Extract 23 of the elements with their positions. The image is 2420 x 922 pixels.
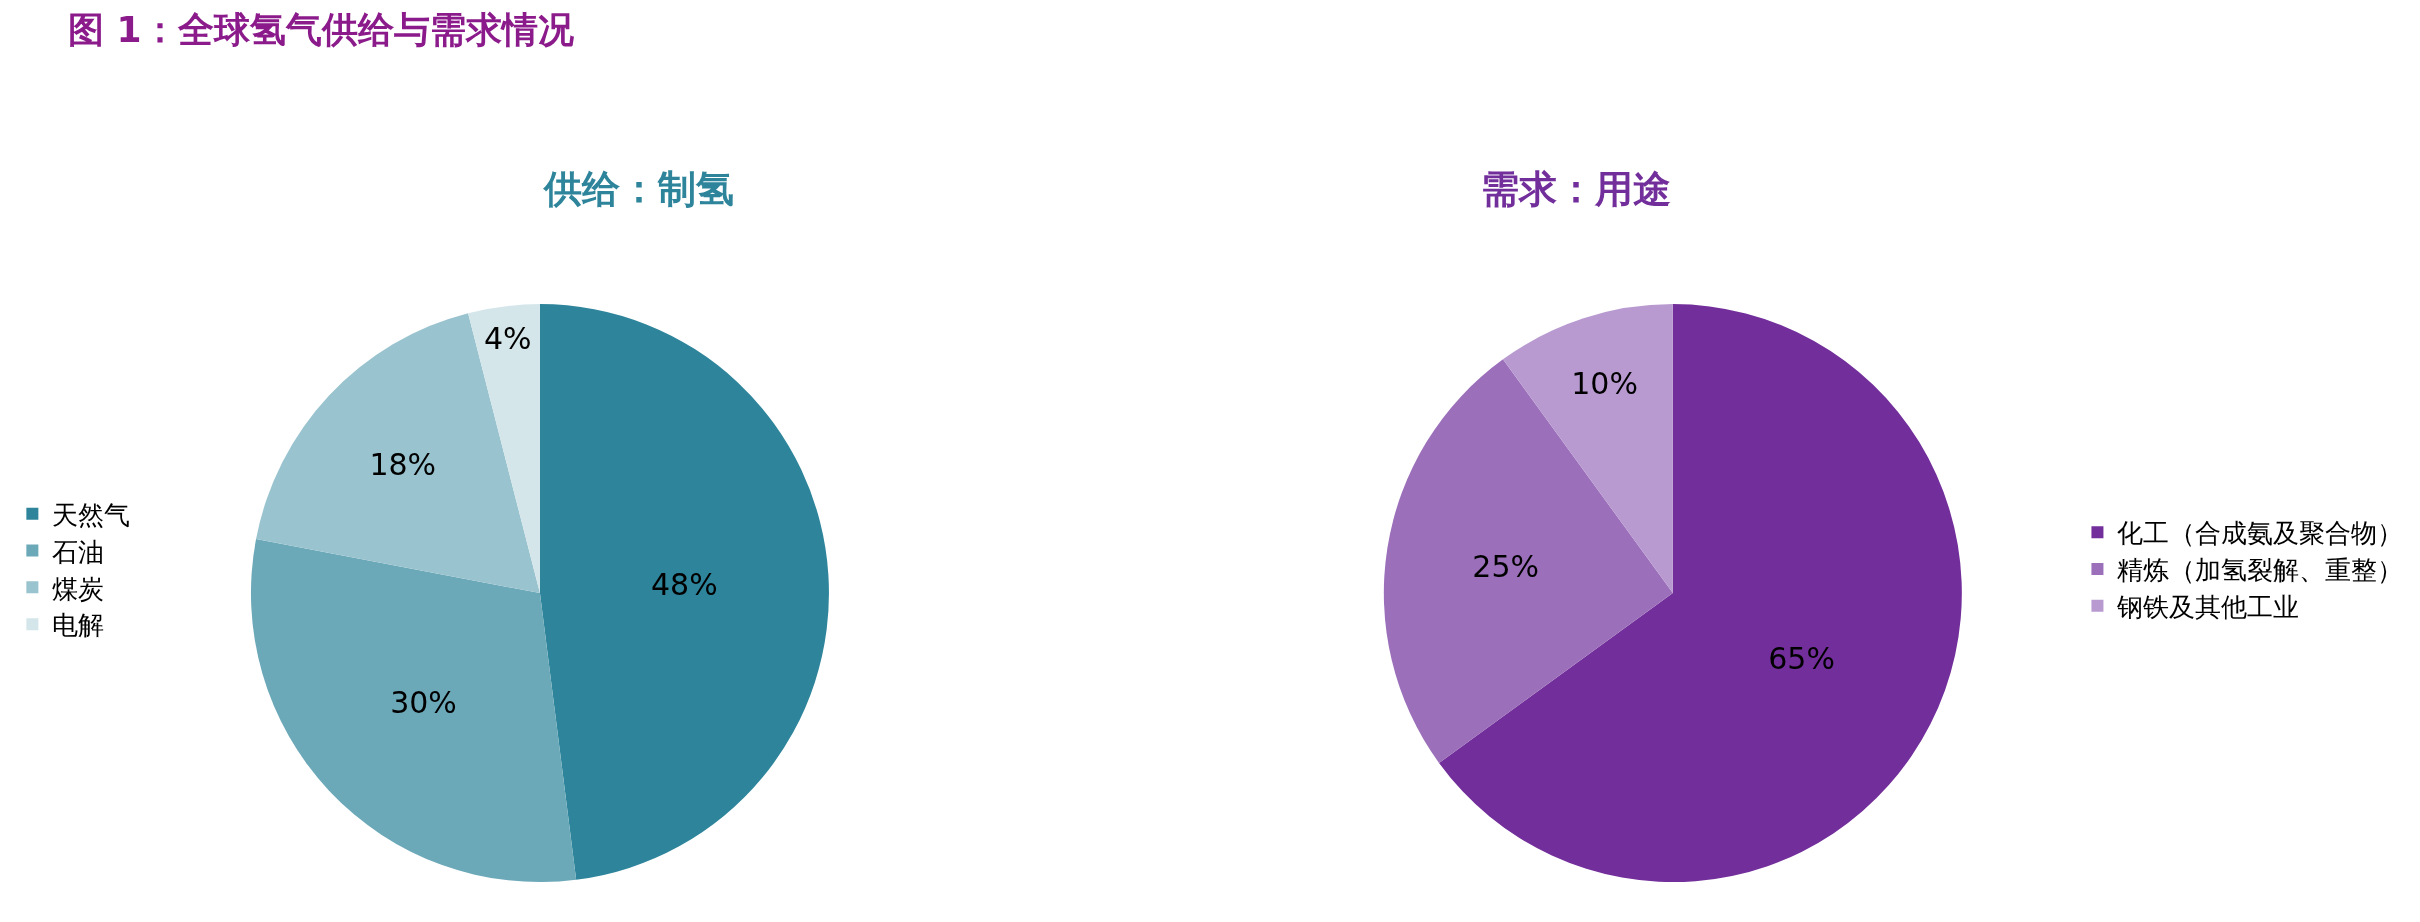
pie-slice	[1439, 304, 1962, 882]
legend-label: 石油	[52, 536, 105, 567]
chart-subtitle: 需求：用途	[1481, 167, 1671, 211]
pie-slice	[251, 538, 577, 883]
data-label: 30%	[390, 684, 457, 720]
pie-slice	[539, 304, 829, 880]
pie-slice	[1383, 359, 1673, 763]
legend-label: 天然气	[52, 499, 131, 530]
data-label: 10%	[1571, 365, 1638, 401]
chart-subtitle: 供给：制氢	[542, 167, 734, 211]
pie-slice	[468, 304, 540, 594]
data-label: 65%	[1768, 641, 1835, 677]
legend-label: 精炼（加氢裂解、重整）	[2117, 555, 2404, 586]
data-label: 18%	[369, 446, 437, 482]
legend-label: 电解	[52, 610, 105, 641]
legend-label: 钢铁及其他工业	[2116, 592, 2300, 622]
chart-title: 图 1：全球氢气供给与需求情况	[68, 9, 574, 50]
data-label: 48%	[650, 566, 718, 602]
data-label: 25%	[1472, 549, 1539, 585]
legend-label: 煤炭	[52, 573, 105, 604]
data-label: 4%	[483, 320, 532, 356]
legend-label: 化工（合成氨及聚合物）	[2117, 518, 2404, 549]
pie-slice	[256, 313, 540, 594]
